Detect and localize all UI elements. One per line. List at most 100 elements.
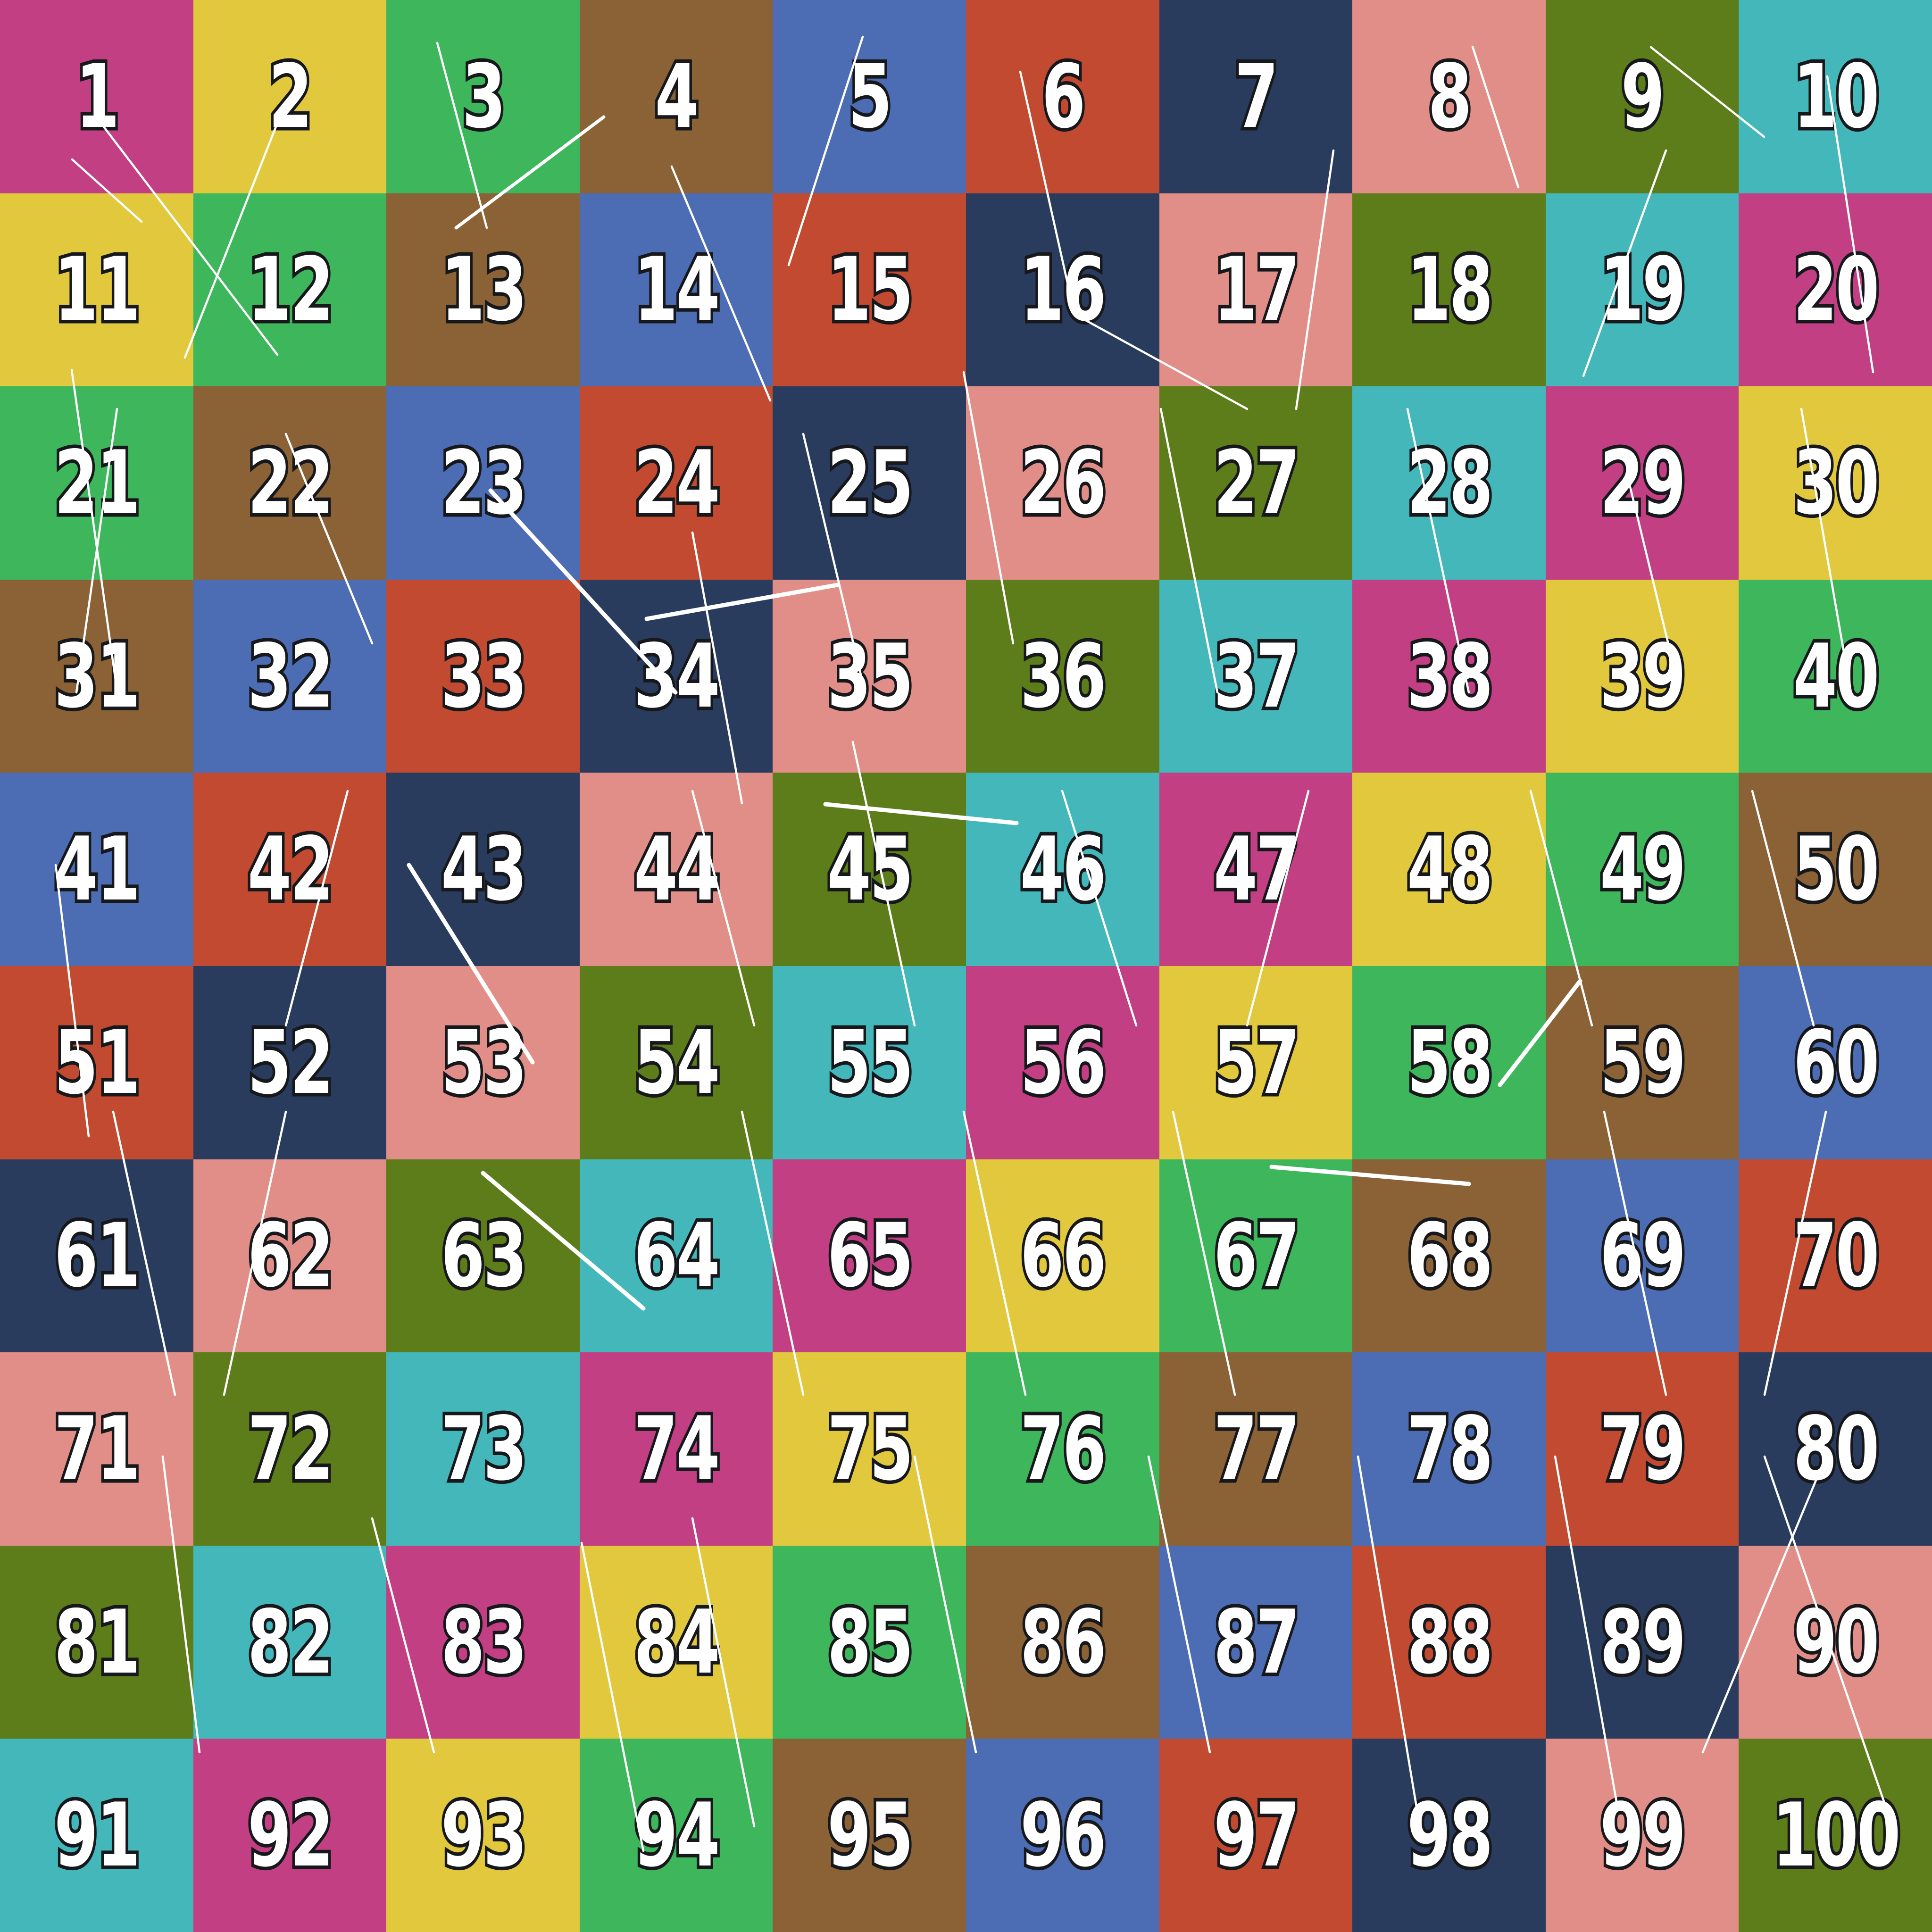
grid-cell-98[interactable]: 98 (1352, 1739, 1546, 1932)
grid-cell-75[interactable]: 75 (773, 1352, 966, 1546)
grid-cell-21[interactable]: 21 (0, 386, 193, 580)
grid-cell-76[interactable]: 76 (966, 1352, 1159, 1546)
grid-cell-44[interactable]: 44 (579, 773, 773, 966)
grid-cell-58[interactable]: 58 (1352, 966, 1546, 1159)
grid-cell-83[interactable]: 83 (386, 1545, 580, 1739)
grid-cell-16[interactable]: 16 (966, 193, 1159, 387)
grid-cell-61[interactable]: 61 (0, 1159, 193, 1353)
grid-cell-48[interactable]: 48 (1352, 773, 1546, 966)
grid-cell-82[interactable]: 82 (193, 1545, 387, 1739)
grid-cell-86[interactable]: 86 (966, 1545, 1159, 1739)
grid-cell-60[interactable]: 60 (1739, 966, 1932, 1159)
grid-cell-97[interactable]: 97 (1159, 1739, 1353, 1932)
grid-cell-84[interactable]: 84 (579, 1545, 773, 1739)
grid-cell-94[interactable]: 94 (579, 1739, 773, 1932)
grid-cell-6[interactable]: 6 (966, 0, 1159, 193)
grid-cell-30[interactable]: 30 (1739, 386, 1932, 580)
grid-cell-34[interactable]: 34 (579, 579, 773, 773)
grid-cell-13[interactable]: 13 (386, 193, 580, 387)
grid-cell-14[interactable]: 14 (579, 193, 773, 387)
grid-cell-9[interactable]: 9 (1545, 0, 1739, 193)
grid-cell-25[interactable]: 25 (773, 386, 966, 580)
grid-cell-74[interactable]: 74 (579, 1352, 773, 1546)
grid-cell-32[interactable]: 32 (193, 579, 387, 773)
grid-cell-2[interactable]: 2 (193, 0, 387, 193)
grid-cell-69[interactable]: 69 (1545, 1159, 1739, 1353)
grid-cell-11[interactable]: 11 (0, 193, 193, 387)
grid-cell-18[interactable]: 18 (1352, 193, 1546, 387)
grid-cell-51[interactable]: 51 (0, 966, 193, 1159)
grid-cell-71[interactable]: 71 (0, 1352, 193, 1546)
grid-cell-72[interactable]: 72 (193, 1352, 387, 1546)
grid-cell-100[interactable]: 100 (1739, 1739, 1932, 1932)
grid-cell-1[interactable]: 1 (0, 0, 193, 193)
grid-cell-55[interactable]: 55 (773, 966, 966, 1159)
grid-cell-47[interactable]: 47 (1159, 773, 1353, 966)
grid-cell-28[interactable]: 28 (1352, 386, 1546, 580)
grid-cell-62[interactable]: 62 (193, 1159, 387, 1353)
grid-cell-10[interactable]: 10 (1739, 0, 1932, 193)
grid-cell-23[interactable]: 23 (386, 386, 580, 580)
grid-cell-56[interactable]: 56 (966, 966, 1159, 1159)
grid-cell-12[interactable]: 12 (193, 193, 387, 387)
grid-cell-46[interactable]: 46 (966, 773, 1159, 966)
grid-cell-90[interactable]: 90 (1739, 1545, 1932, 1739)
grid-cell-33[interactable]: 33 (386, 579, 580, 773)
grid-cell-81[interactable]: 81 (0, 1545, 193, 1739)
grid-cell-15[interactable]: 15 (773, 193, 966, 387)
grid-cell-88[interactable]: 88 (1352, 1545, 1546, 1739)
grid-cell-22[interactable]: 22 (193, 386, 387, 580)
grid-cell-65[interactable]: 65 (773, 1159, 966, 1353)
grid-cell-17[interactable]: 17 (1159, 193, 1353, 387)
grid-cell-79[interactable]: 79 (1545, 1352, 1739, 1546)
grid-cell-67[interactable]: 67 (1159, 1159, 1353, 1353)
grid-cell-99[interactable]: 99 (1545, 1739, 1739, 1932)
grid-cell-42[interactable]: 42 (193, 773, 387, 966)
grid-cell-77[interactable]: 77 (1159, 1352, 1353, 1546)
grid-cell-59[interactable]: 59 (1545, 966, 1739, 1159)
grid-cell-96[interactable]: 96 (966, 1739, 1159, 1932)
grid-cell-40[interactable]: 40 (1739, 579, 1932, 773)
grid-cell-64[interactable]: 64 (579, 1159, 773, 1353)
grid-cell-24[interactable]: 24 (579, 386, 773, 580)
grid-cell-35[interactable]: 35 (773, 579, 966, 773)
grid-cell-26[interactable]: 26 (966, 386, 1159, 580)
grid-cell-45[interactable]: 45 (773, 773, 966, 966)
grid-cell-91[interactable]: 91 (0, 1739, 193, 1932)
grid-cell-95[interactable]: 95 (773, 1739, 966, 1932)
grid-cell-89[interactable]: 89 (1545, 1545, 1739, 1739)
grid-cell-5[interactable]: 5 (773, 0, 966, 193)
grid-cell-37[interactable]: 37 (1159, 579, 1353, 773)
grid-cell-39[interactable]: 39 (1545, 579, 1739, 773)
grid-cell-49[interactable]: 49 (1545, 773, 1739, 966)
grid-cell-54[interactable]: 54 (579, 966, 773, 1159)
grid-cell-38[interactable]: 38 (1352, 579, 1546, 773)
grid-cell-52[interactable]: 52 (193, 966, 387, 1159)
grid-cell-7[interactable]: 7 (1159, 0, 1353, 193)
grid-cell-3[interactable]: 3 (386, 0, 580, 193)
grid-cell-8[interactable]: 8 (1352, 0, 1546, 193)
grid-cell-80[interactable]: 80 (1739, 1352, 1932, 1546)
grid-cell-43[interactable]: 43 (386, 773, 580, 966)
grid-cell-31[interactable]: 31 (0, 579, 193, 773)
grid-cell-29[interactable]: 29 (1545, 386, 1739, 580)
grid-cell-53[interactable]: 53 (386, 966, 580, 1159)
grid-cell-70[interactable]: 70 (1739, 1159, 1932, 1353)
grid-cell-19[interactable]: 19 (1545, 193, 1739, 387)
grid-cell-27[interactable]: 27 (1159, 386, 1353, 580)
grid-cell-20[interactable]: 20 (1739, 193, 1932, 387)
grid-cell-68[interactable]: 68 (1352, 1159, 1546, 1353)
grid-cell-66[interactable]: 66 (966, 1159, 1159, 1353)
grid-cell-57[interactable]: 57 (1159, 966, 1353, 1159)
grid-cell-87[interactable]: 87 (1159, 1545, 1353, 1739)
grid-cell-63[interactable]: 63 (386, 1159, 580, 1353)
grid-cell-92[interactable]: 92 (193, 1739, 387, 1932)
grid-cell-85[interactable]: 85 (773, 1545, 966, 1739)
grid-cell-36[interactable]: 36 (966, 579, 1159, 773)
grid-cell-78[interactable]: 78 (1352, 1352, 1546, 1546)
grid-cell-73[interactable]: 73 (386, 1352, 580, 1546)
grid-cell-93[interactable]: 93 (386, 1739, 580, 1932)
grid-cell-4[interactable]: 4 (579, 0, 773, 193)
grid-cell-50[interactable]: 50 (1739, 773, 1932, 966)
grid-cell-41[interactable]: 41 (0, 773, 193, 966)
